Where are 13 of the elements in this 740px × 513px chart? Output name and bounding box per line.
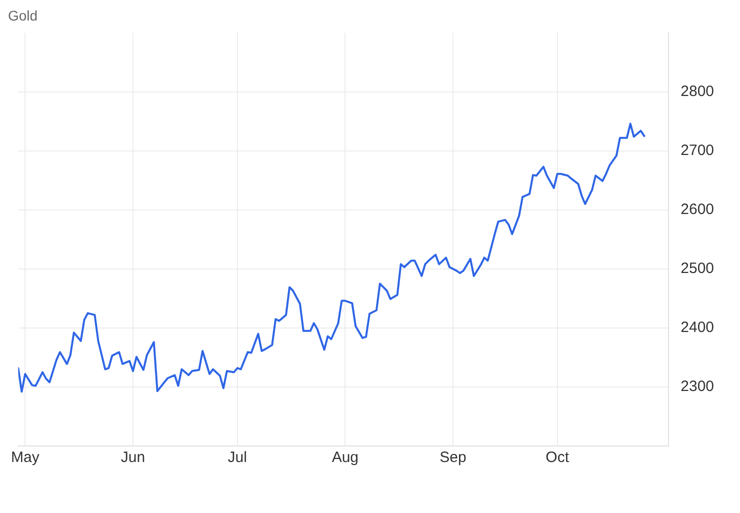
x-tick-label: May — [10, 449, 40, 466]
x-tick-label: Oct — [546, 449, 570, 466]
y-tick-label: 2500 — [680, 260, 714, 278]
x-tick-label: Aug — [332, 449, 359, 466]
y-tick-label: 2300 — [680, 378, 714, 396]
x-tick-label: Jul — [228, 449, 247, 466]
chart-title: Gold — [8, 7, 38, 24]
y-tick-label: 2400 — [680, 319, 714, 336]
x-tick-label: Sep — [440, 449, 466, 466]
y-tick-label: 2600 — [680, 201, 714, 218]
y-tick-label: 2800 — [680, 82, 714, 100]
x-tick-label: Jun — [120, 449, 146, 466]
y-tick-label: 2700 — [680, 142, 714, 159]
